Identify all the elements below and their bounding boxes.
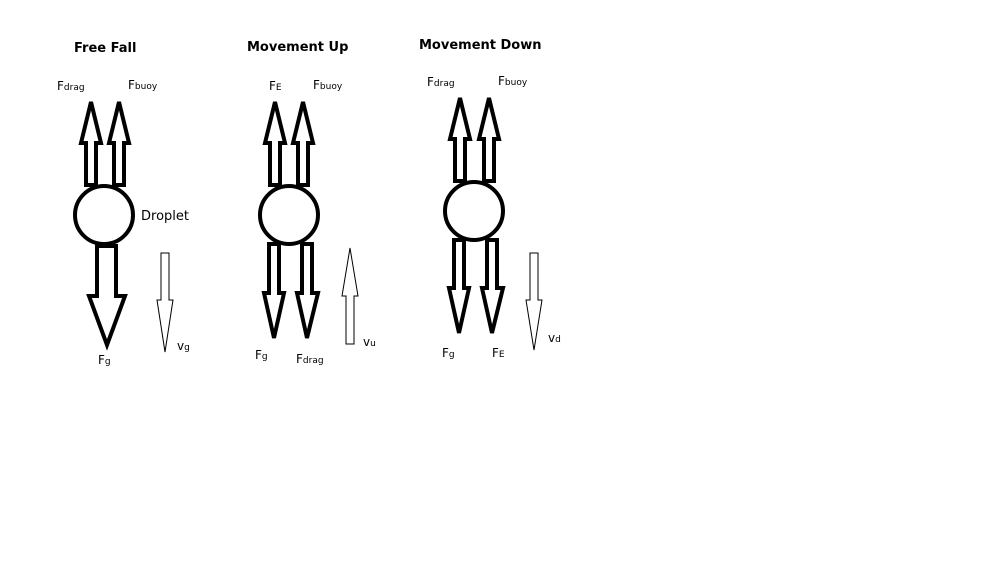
force-label-drag: Fdrag (57, 79, 85, 93)
velocity-arrow-up (342, 248, 358, 344)
velocity-arrow-down (526, 253, 542, 350)
panel-title: Movement Down (419, 38, 542, 53)
force-arrow-down (482, 240, 503, 333)
force-arrow-up (81, 102, 101, 185)
force-arrow-up (450, 98, 470, 181)
force-label-buoy: Fbuoy (498, 74, 528, 88)
force-arrow-down (449, 240, 469, 333)
panel-title: Free Fall (74, 41, 136, 56)
force-arrow-up (293, 102, 313, 185)
force-label-gravity: Fg (98, 353, 111, 367)
force-label-gravity: Fg (442, 346, 455, 360)
force-label-buoy: Fbuoy (128, 78, 158, 92)
force-arrow-down (89, 246, 125, 345)
panel-movement-up: Movement Up FE Fbuoy Fg Fdrag vu (247, 40, 376, 366)
force-label-electric: FE (492, 346, 505, 360)
force-arrow-down (297, 244, 318, 338)
panel-movement-down: Movement Down Fdrag Fbuoy Fg FE vd (419, 38, 561, 360)
panel-free-fall: Free Fall Droplet Fdrag Fbuoy Fg vg (57, 41, 190, 367)
force-arrow-down (264, 244, 284, 338)
velocity-arrow-down (157, 253, 173, 352)
velocity-label: vg (177, 339, 190, 353)
droplet (260, 186, 318, 244)
force-label-buoy: Fbuoy (313, 78, 343, 92)
velocity-label: vu (363, 335, 376, 349)
force-label-electric: FE (269, 79, 282, 93)
force-label-drag: Fdrag (427, 75, 455, 89)
force-arrow-up (479, 98, 499, 181)
droplet (75, 186, 133, 244)
force-arrow-up (265, 102, 285, 185)
force-arrow-up (109, 102, 129, 185)
velocity-label: vd (548, 331, 561, 345)
droplet-label: Droplet (141, 209, 189, 224)
force-label-gravity: Fg (255, 348, 268, 362)
force-label-drag: Fdrag (296, 352, 324, 366)
panel-title: Movement Up (247, 40, 348, 55)
droplet (445, 182, 503, 240)
